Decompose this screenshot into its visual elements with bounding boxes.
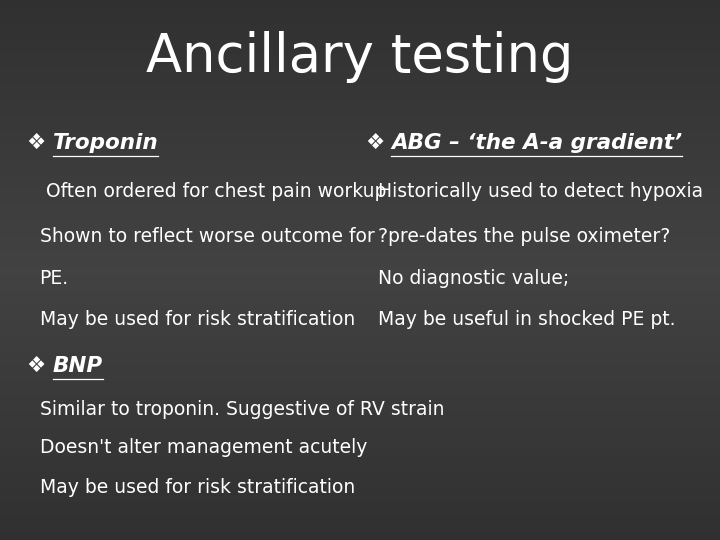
Text: ABG – ‘the A-a gradient’: ABG – ‘the A-a gradient’ bbox=[391, 133, 682, 153]
Text: May be used for risk stratification: May be used for risk stratification bbox=[40, 310, 355, 329]
Text: ❖: ❖ bbox=[27, 356, 46, 376]
Text: Troponin: Troponin bbox=[53, 133, 158, 153]
Text: No diagnostic value;: No diagnostic value; bbox=[378, 268, 570, 288]
Text: ❖: ❖ bbox=[365, 133, 384, 153]
Text: May be useful in shocked PE pt.: May be useful in shocked PE pt. bbox=[378, 310, 675, 329]
Text: Similar to troponin. Suggestive of RV strain: Similar to troponin. Suggestive of RV st… bbox=[40, 400, 444, 419]
Text: Doesn't alter management acutely: Doesn't alter management acutely bbox=[40, 437, 367, 457]
Text: Shown to reflect worse outcome for: Shown to reflect worse outcome for bbox=[40, 227, 374, 246]
Text: Historically used to detect hypoxia: Historically used to detect hypoxia bbox=[378, 182, 703, 201]
Text: ?pre-dates the pulse oximeter?: ?pre-dates the pulse oximeter? bbox=[378, 227, 670, 246]
Text: PE.: PE. bbox=[40, 268, 68, 288]
Text: Often ordered for chest pain workup: Often ordered for chest pain workup bbox=[40, 182, 386, 201]
Text: ❖: ❖ bbox=[27, 133, 46, 153]
Text: Ancillary testing: Ancillary testing bbox=[146, 31, 574, 83]
Text: May be used for risk stratification: May be used for risk stratification bbox=[40, 478, 355, 497]
Text: BNP: BNP bbox=[53, 356, 103, 376]
